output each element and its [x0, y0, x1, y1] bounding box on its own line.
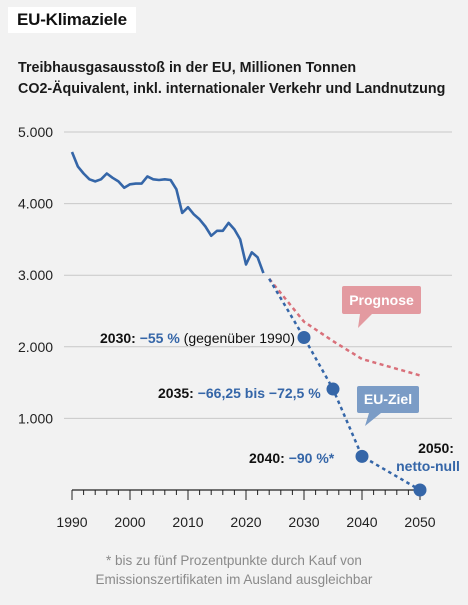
footnote-line-1: * bis zu fünf Prozentpunkte durch Kauf v… — [106, 553, 362, 568]
chart-subtitle: Treibhausgasausstoß in der EU, Millionen… — [18, 58, 458, 100]
target-note-label: (gegenüber 1990) — [180, 330, 295, 346]
y-tick-label: 5.000 — [18, 124, 53, 140]
target-point — [297, 330, 311, 344]
series-layer — [70, 151, 427, 497]
target-labels: 2030: −55 % (gegenüber 1990) 2035: −66,25… — [100, 330, 460, 474]
emissions-chart: 1.000 2.000 3.000 4.000 5.000 1990 2000 2010 20… — [18, 124, 460, 530]
forecast-line — [268, 278, 421, 377]
historical-line — [70, 151, 265, 274]
x-tick-label: 2050 — [404, 514, 435, 530]
x-tick-label: 2000 — [114, 514, 145, 530]
target-point — [413, 483, 427, 497]
target-value-label: netto-null — [396, 458, 460, 474]
chart-title: EU-Klimaziele — [8, 7, 136, 33]
target-value-label: −90 %* — [289, 450, 335, 466]
target-year-label: 2030: — [100, 330, 140, 346]
label-2030: 2030: −55 % (gegenüber 1990) — [100, 330, 295, 346]
y-tick-label: 4.000 — [18, 196, 53, 212]
target-value-label: −66,25 bis −72,5 % — [198, 385, 322, 401]
y-tick-label: 1.000 — [18, 410, 53, 426]
callouts: Prognose EU-Ziel — [342, 286, 421, 426]
target-year-label: 2050: — [418, 440, 454, 456]
footnote: * bis zu fünf Prozentpunkte durch Kauf v… — [0, 551, 468, 589]
target-point — [355, 449, 369, 463]
subtitle-line-1: Treibhausgasausstoß in der EU, Millionen… — [18, 60, 357, 76]
target-value-label: −55 % — [140, 330, 181, 346]
x-tick-label: 2020 — [230, 514, 261, 530]
footnote-line-2: Emissionszertifikaten im Ausland ausglei… — [95, 572, 373, 587]
x-tick-label: 2040 — [346, 514, 377, 530]
x-tick-label: 1990 — [56, 514, 87, 530]
target-year-label: 2040: — [249, 450, 289, 466]
x-tick-label: 2030 — [288, 514, 319, 530]
forecast-callout-label: Prognose — [349, 292, 414, 308]
target-point — [326, 382, 340, 396]
y-tick-label: 3.000 — [18, 267, 53, 283]
target-callout — [357, 386, 419, 426]
forecast-callout — [342, 286, 421, 328]
x-axis: 1990 2000 2010 2020 2030 2040 2050 — [56, 489, 436, 530]
label-2035: 2035: −66,25 bis −72,5 % — [158, 385, 321, 401]
y-tick-label: 2.000 — [18, 339, 53, 355]
x-tick-label: 2010 — [172, 514, 203, 530]
subtitle-line-2: CO2-Äquivalent, inkl. internationaler Ve… — [18, 81, 446, 97]
target-year-label: 2035: — [158, 385, 198, 401]
target-callout-label: EU-Ziel — [364, 391, 412, 407]
label-2040: 2040: −90 %* — [249, 450, 335, 466]
gridlines: 1.000 2.000 3.000 4.000 5.000 — [18, 124, 452, 426]
